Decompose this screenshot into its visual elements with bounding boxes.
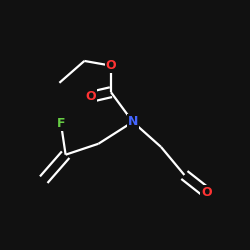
Text: O: O bbox=[106, 59, 116, 72]
Text: O: O bbox=[201, 186, 211, 199]
Text: N: N bbox=[128, 115, 138, 128]
Text: F: F bbox=[57, 117, 65, 130]
Text: O: O bbox=[85, 90, 96, 103]
